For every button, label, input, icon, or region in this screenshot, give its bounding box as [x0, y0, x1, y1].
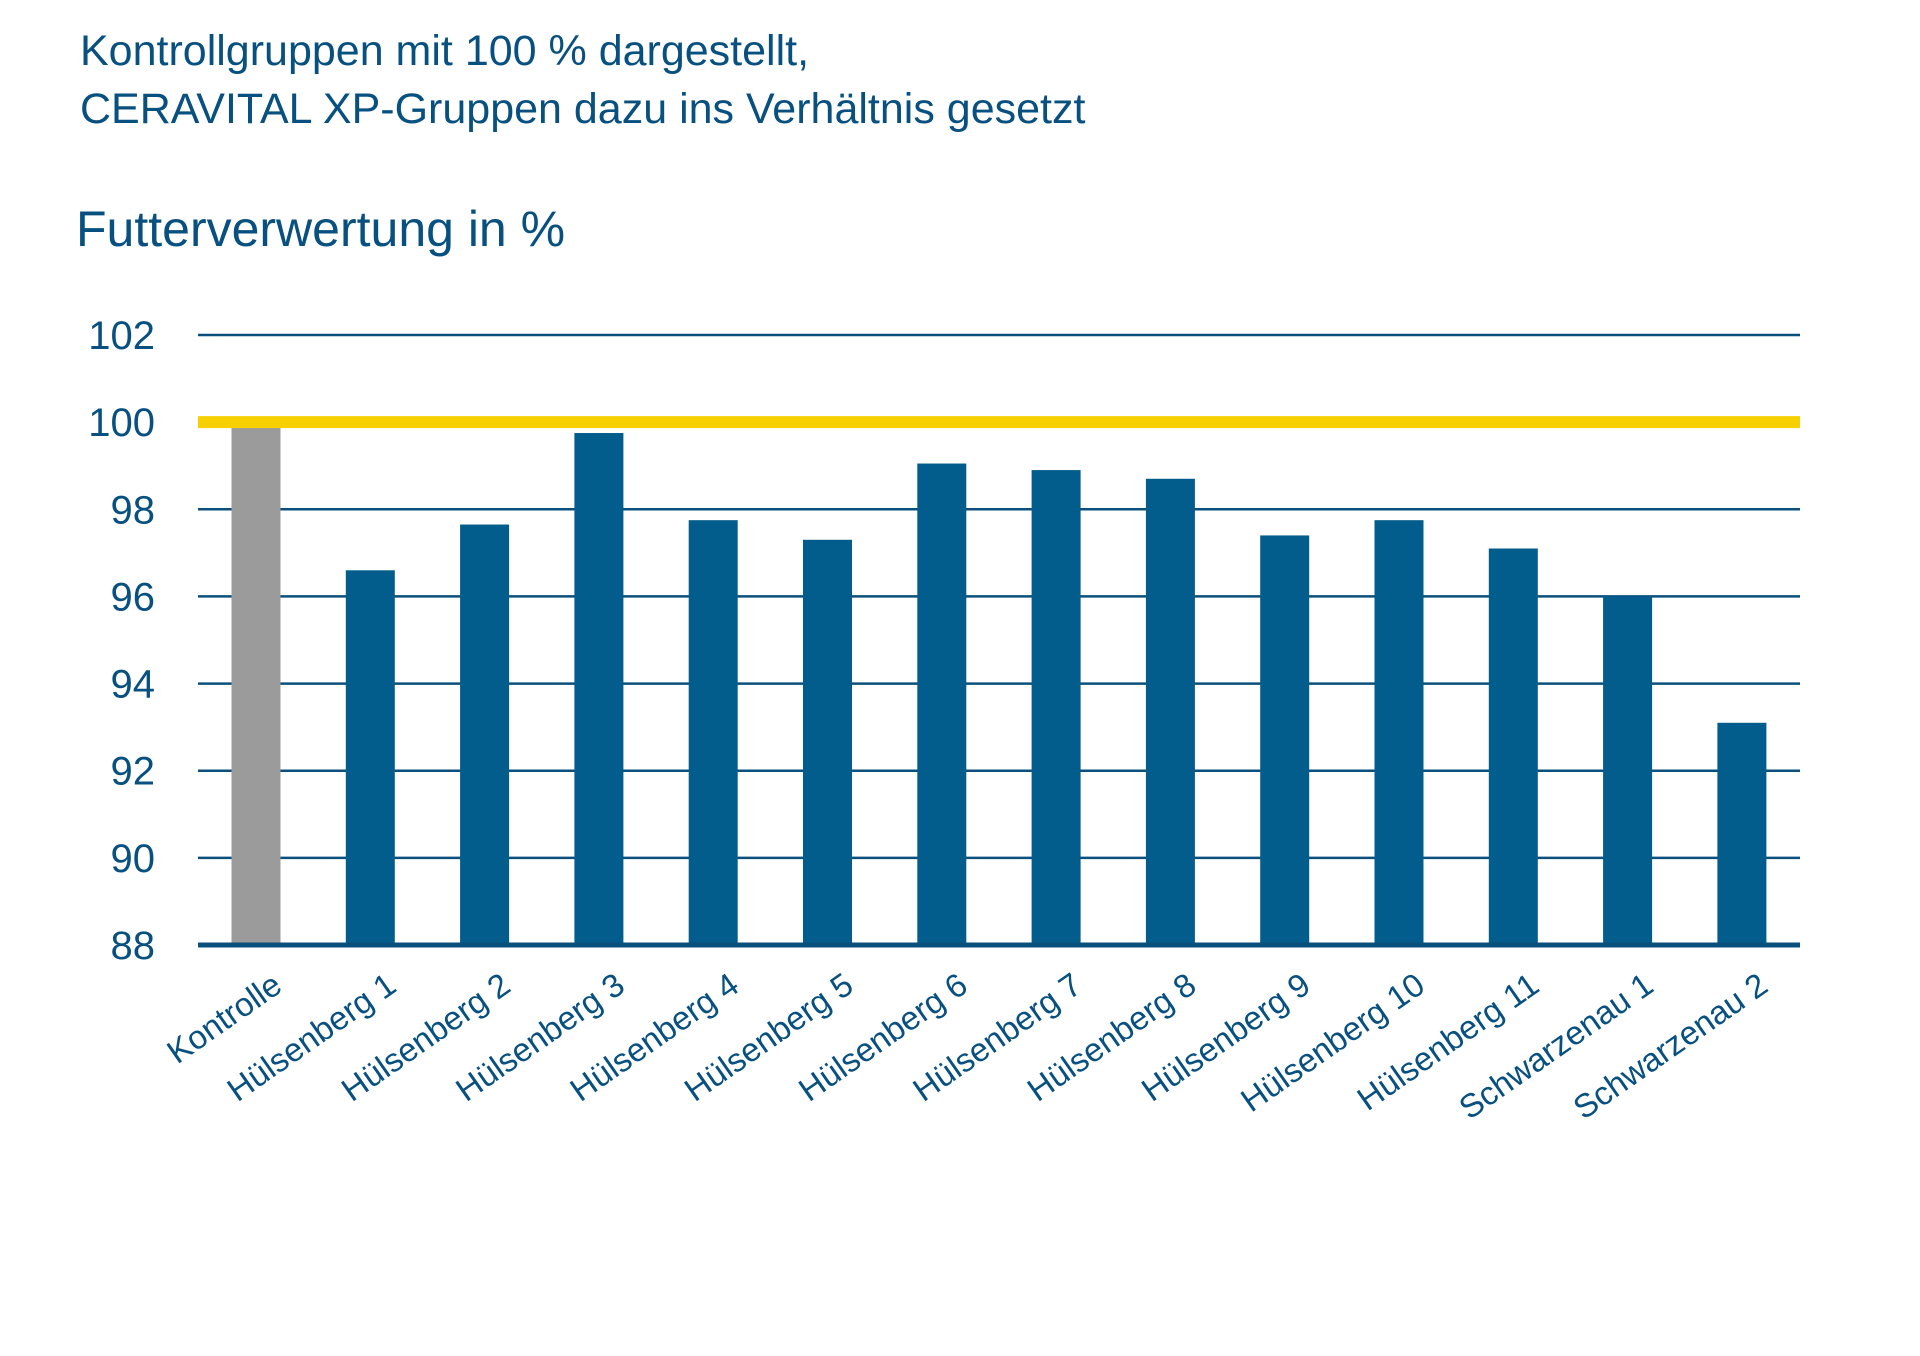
- bar: [803, 539, 852, 945]
- y-tick-label: 100: [88, 401, 155, 445]
- y-tick-label: 92: [111, 750, 156, 794]
- y-tick-label: 96: [111, 575, 156, 619]
- bar: [345, 570, 395, 945]
- x-tick-label: Schwarzenau 1: [1452, 965, 1660, 1126]
- bar: [574, 433, 624, 945]
- bar-control: [231, 422, 281, 946]
- header-line-2: CERAVITAL XP-Gruppen dazu ins Verhältnis…: [80, 85, 1086, 133]
- bar: [688, 520, 738, 945]
- y-tick-label: 94: [111, 663, 156, 707]
- bar: [917, 463, 967, 945]
- bar: [1145, 478, 1195, 945]
- bar: [1603, 596, 1653, 945]
- bar: [460, 524, 510, 945]
- bars: [231, 422, 1767, 946]
- header-line-1: Kontrollgruppen mit 100 % dargestellt,: [80, 27, 810, 75]
- y-tick-label: 98: [111, 488, 156, 532]
- bar: [1260, 535, 1310, 945]
- reference-line-layer: [198, 416, 1800, 948]
- y-tick-label: 102: [88, 314, 155, 358]
- bar: [1374, 520, 1424, 945]
- y-axis-ticks: 88 90 92 94 96 98 100 102: [88, 314, 155, 968]
- chart-title: Futterverwertung in %: [76, 201, 566, 257]
- y-tick-label: 90: [111, 837, 156, 881]
- bar: [1488, 548, 1538, 945]
- x-tick-label: Schwarzenau 2: [1566, 965, 1774, 1126]
- y-tick-label: 88: [111, 924, 156, 968]
- bar: [1717, 722, 1767, 945]
- header: Kontrollgruppen mit 100 % dargestellt, C…: [80, 22, 1085, 138]
- bar: [1031, 470, 1081, 945]
